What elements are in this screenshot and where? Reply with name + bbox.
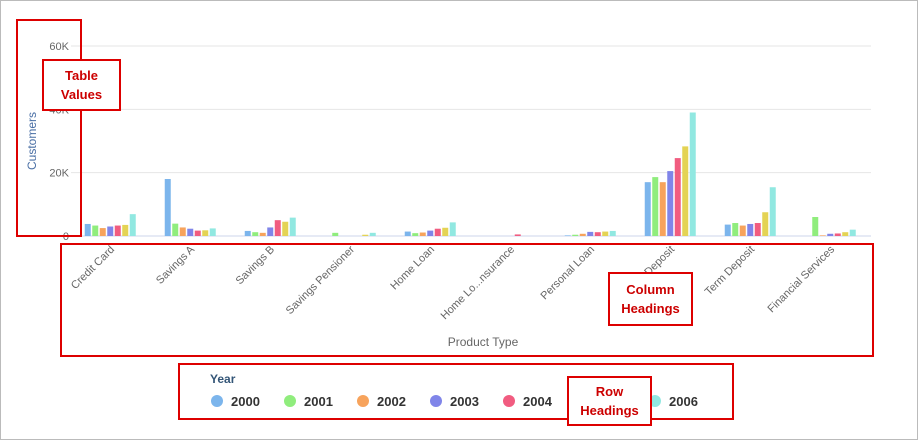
legend-label: 2002 — [377, 394, 406, 409]
annotation-frame — [178, 363, 734, 420]
bar — [842, 232, 849, 236]
bar — [369, 232, 376, 236]
bar — [609, 230, 616, 236]
x-axis-title: Product Type — [448, 335, 519, 349]
annotation-frame — [60, 243, 874, 357]
legend-label: 2000 — [231, 394, 260, 409]
bar — [267, 227, 274, 236]
bar — [834, 233, 841, 236]
bar — [209, 228, 216, 236]
bar — [289, 217, 296, 236]
bar — [674, 158, 681, 236]
bar — [404, 231, 411, 236]
bar — [179, 227, 186, 236]
bar — [259, 232, 266, 236]
bar — [449, 222, 456, 236]
bar — [682, 146, 689, 236]
y-tick-label: 0 — [63, 231, 69, 243]
legend-marker — [503, 395, 515, 407]
y-axis-title: Customers — [25, 112, 39, 170]
annotation-label: Table Values — [42, 59, 121, 111]
bar — [819, 235, 826, 236]
legend-marker — [284, 395, 296, 407]
bar — [164, 179, 171, 236]
bar — [724, 224, 731, 236]
legend-label: 2004 — [523, 394, 553, 409]
bar — [419, 232, 426, 236]
bar — [442, 227, 449, 236]
legend-label: 2003 — [450, 394, 479, 409]
annotation-frame — [16, 19, 82, 237]
bar — [812, 217, 819, 236]
bar — [99, 228, 106, 236]
legend-title: Year — [210, 372, 236, 386]
bar — [689, 112, 696, 236]
bar — [602, 231, 609, 236]
bar — [754, 223, 761, 236]
bar — [332, 232, 339, 236]
bar — [644, 182, 651, 236]
bar — [579, 233, 586, 236]
bar — [172, 223, 179, 236]
bar — [594, 232, 601, 236]
bar — [412, 233, 419, 236]
bar — [107, 226, 114, 236]
bar — [282, 221, 289, 236]
annotation-label: Column Headings — [608, 272, 693, 326]
bar — [739, 225, 746, 236]
bar — [187, 228, 194, 236]
bar — [274, 220, 281, 236]
legend-label: 2001 — [304, 394, 333, 409]
bar — [202, 230, 209, 236]
legend-marker — [357, 395, 369, 407]
bar — [514, 234, 521, 236]
bar — [129, 214, 136, 236]
y-tick-label: 60K — [49, 41, 69, 53]
legend-marker — [649, 395, 661, 407]
bar — [564, 235, 571, 236]
bar — [122, 224, 129, 236]
bar — [84, 223, 91, 236]
bar — [92, 225, 99, 236]
legend-marker — [211, 395, 223, 407]
bar — [362, 234, 369, 236]
bar — [659, 182, 666, 236]
annotation-label: Row Headings — [567, 376, 652, 426]
bar — [587, 231, 594, 236]
bar — [194, 230, 201, 236]
y-tick-label: 20K — [49, 168, 69, 180]
bar — [747, 223, 754, 236]
bar — [427, 230, 434, 236]
bar — [252, 232, 259, 236]
bar — [732, 223, 739, 236]
bar — [827, 233, 834, 236]
legend-label: 2006 — [669, 394, 698, 409]
bar — [762, 212, 769, 236]
bar — [114, 225, 121, 236]
bar — [652, 177, 659, 236]
bar — [244, 230, 251, 236]
legend-marker — [430, 395, 442, 407]
bar — [769, 187, 776, 236]
bar — [434, 228, 441, 236]
bar — [572, 234, 579, 236]
bar — [667, 171, 674, 236]
bar — [849, 229, 856, 236]
